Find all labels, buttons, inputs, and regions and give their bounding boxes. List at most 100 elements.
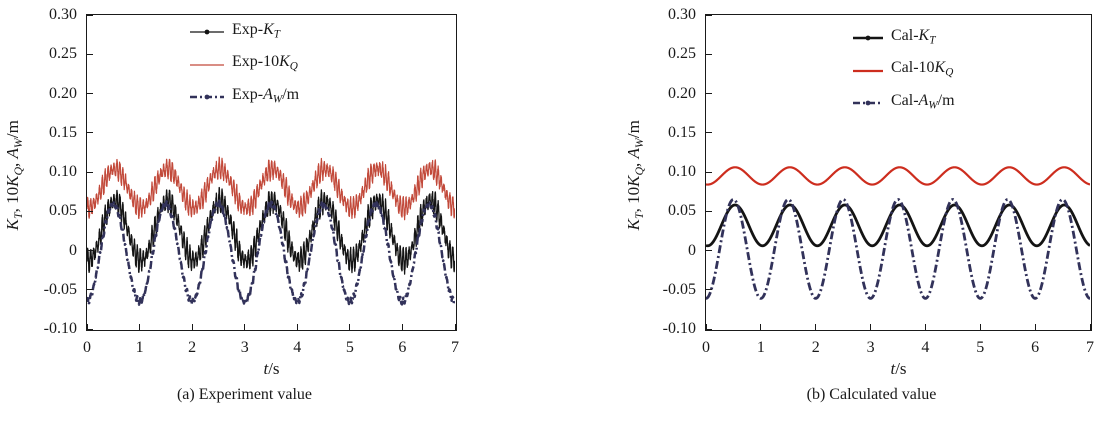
y-tick-mark bbox=[706, 289, 712, 291]
y-tick-label: 0.10 bbox=[668, 163, 696, 180]
label-segment: /m bbox=[937, 91, 955, 109]
label-segment: /m bbox=[282, 85, 300, 103]
x-tick-mark bbox=[139, 324, 141, 330]
legend-sample-line-icon bbox=[190, 63, 224, 66]
y-tick-label: 0.30 bbox=[49, 6, 77, 23]
x-tick-label: 7 bbox=[451, 339, 459, 356]
x-tick-label: 3 bbox=[240, 339, 249, 356]
y-tick-label: 0.05 bbox=[668, 202, 696, 220]
label-segment: K bbox=[279, 53, 290, 71]
y-tick-mark bbox=[87, 289, 93, 291]
x-tick-mark bbox=[244, 324, 246, 330]
legend-marker-icon bbox=[204, 94, 210, 100]
legend-label: Cal-AW/m bbox=[891, 92, 955, 114]
label-segment: K bbox=[263, 21, 274, 38]
label-segment: W bbox=[272, 93, 283, 106]
legend: Cal-KT Cal-10KQ Cal-AW/m bbox=[852, 27, 955, 114]
x-tick-label: 0 bbox=[702, 339, 710, 356]
label-segment: Cal-10 bbox=[891, 59, 935, 77]
y-tick-label: 0.10 bbox=[49, 163, 77, 180]
x-tick-label: 5 bbox=[976, 339, 985, 356]
x-tick-mark bbox=[760, 324, 762, 330]
x-tick-mark bbox=[924, 324, 926, 330]
x-tick-mark bbox=[1034, 324, 1036, 330]
y-tick-label: -0.05 bbox=[662, 280, 696, 298]
x-tick-mark bbox=[86, 324, 88, 330]
y-tick-mark bbox=[706, 210, 712, 212]
legend-item: Cal-10KQ bbox=[852, 59, 955, 81]
legend-sample-line-icon bbox=[853, 69, 883, 72]
x-tick-mark bbox=[705, 324, 707, 330]
y-tick-label: 0.25 bbox=[49, 45, 77, 63]
legend-item: Exp-KT bbox=[189, 21, 299, 43]
y-tick-label: 0.25 bbox=[668, 45, 696, 63]
label-segment: T bbox=[273, 28, 281, 41]
y-tick-mark bbox=[706, 132, 712, 134]
label-segment: W bbox=[928, 99, 938, 112]
y-tick-mark bbox=[87, 14, 93, 16]
y-tick-label: 0.05 bbox=[49, 202, 77, 220]
y-tick-mark bbox=[87, 93, 93, 94]
y-tick-mark bbox=[706, 53, 712, 55]
x-tick-mark bbox=[296, 324, 298, 330]
legend-label: Exp-AW/m bbox=[232, 86, 299, 108]
y-tick-mark bbox=[87, 53, 93, 55]
label-segment: Exp- bbox=[232, 85, 264, 103]
label-segment: Exp-10 bbox=[232, 53, 280, 71]
x-tick-mark bbox=[870, 324, 872, 330]
y-tick-label: 0.30 bbox=[668, 6, 696, 23]
legend-item: Cal-AW/m bbox=[852, 92, 955, 114]
x-tick-label: 0 bbox=[83, 339, 91, 356]
series-canvas bbox=[87, 15, 455, 329]
x-tick-label: 2 bbox=[188, 339, 197, 356]
x-tick-mark bbox=[191, 324, 193, 330]
y-tick-label: -0.05 bbox=[43, 280, 77, 298]
legend-sample-line-icon bbox=[853, 100, 883, 106]
legend-marker-icon bbox=[865, 100, 871, 106]
x-tick-label: 7 bbox=[1086, 339, 1094, 356]
legend-item: Exp-AW/m bbox=[189, 86, 299, 108]
y-tick-label: 0.15 bbox=[49, 123, 77, 141]
x-tick-label: 4 bbox=[921, 339, 930, 356]
y-tick-label: 0 bbox=[688, 241, 696, 259]
x-tick-mark bbox=[979, 324, 981, 330]
legend-item: Cal-KT bbox=[852, 27, 955, 49]
plot-area: Exp-KT Exp-10KQ Exp-AW/m bbox=[86, 14, 457, 331]
y-tick-mark bbox=[706, 171, 712, 173]
caption: (b) Calculated value bbox=[806, 386, 937, 403]
label-segment: t bbox=[890, 359, 896, 378]
label-segment: K bbox=[918, 27, 930, 44]
x-tick-label: 6 bbox=[1031, 339, 1040, 356]
legend-sample-line-icon bbox=[190, 29, 224, 35]
plot-area: Cal-KT Cal-10KQ Cal-AW/m bbox=[705, 14, 1092, 331]
y-tick-label: -0.10 bbox=[43, 320, 77, 337]
label-segment: Q bbox=[289, 60, 298, 73]
legend-label: Cal-10KQ bbox=[891, 59, 953, 81]
label-segment: A bbox=[623, 147, 643, 158]
y-tick-mark bbox=[706, 328, 712, 330]
legend: Exp-KT Exp-10KQ Exp-AW/m bbox=[189, 21, 299, 108]
x-tick-label: 1 bbox=[135, 339, 144, 356]
y-tick-mark bbox=[87, 328, 93, 330]
label-segment: A bbox=[2, 147, 22, 158]
legend-marker-icon bbox=[865, 35, 871, 41]
x-axis-label: t/s bbox=[890, 358, 906, 380]
label-segment: /s bbox=[895, 359, 907, 378]
legend-label: Cal-KT bbox=[891, 27, 935, 49]
y-tick-mark bbox=[706, 250, 712, 251]
label-segment: Cal- bbox=[891, 27, 919, 44]
x-tick-label: 3 bbox=[866, 339, 875, 356]
label-segment: Exp- bbox=[232, 21, 264, 38]
label-segment: t bbox=[263, 359, 269, 378]
legend-sample-line-icon bbox=[190, 94, 224, 100]
label-segment: /s bbox=[268, 359, 280, 378]
x-tick-label: 2 bbox=[811, 339, 820, 356]
legend-label: Exp-KT bbox=[232, 21, 280, 43]
legend-item: Exp-10KQ bbox=[189, 53, 299, 75]
x-tick-mark bbox=[401, 324, 403, 330]
x-tick-label: 6 bbox=[398, 339, 407, 356]
y-tick-mark bbox=[87, 210, 93, 212]
y-tick-label: -0.10 bbox=[662, 320, 696, 337]
series-canvas bbox=[706, 15, 1090, 329]
x-tick-label: 5 bbox=[345, 339, 354, 356]
